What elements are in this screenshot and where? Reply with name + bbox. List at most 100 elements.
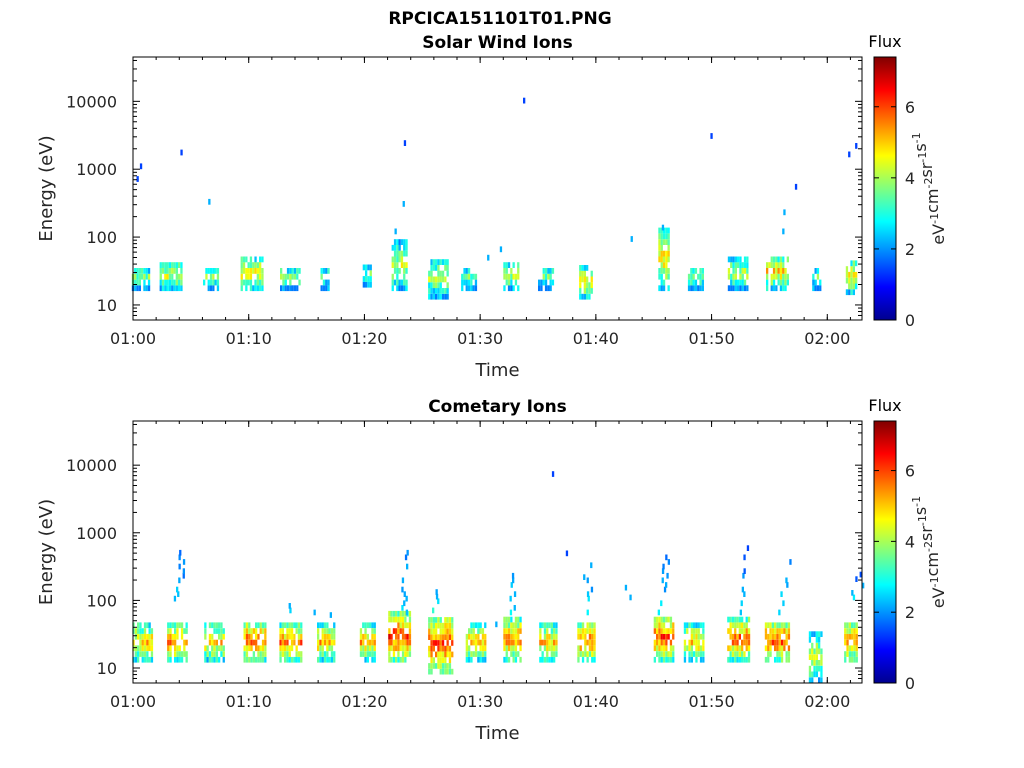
data-cell	[672, 651, 675, 657]
data-cell	[737, 256, 740, 263]
data-cell	[745, 645, 748, 652]
data-cell	[254, 262, 257, 268]
data-cell	[683, 645, 687, 652]
data-cell	[662, 233, 666, 240]
data-cell	[665, 227, 668, 234]
data-speck	[794, 183, 798, 190]
data-cell	[782, 285, 785, 292]
data-cell	[397, 628, 400, 634]
data-cell	[588, 651, 592, 657]
data-cell	[134, 628, 137, 634]
data-cell	[435, 282, 438, 289]
data-cell	[178, 645, 181, 652]
data-cell	[441, 628, 445, 635]
data-cell	[787, 622, 791, 629]
data-cell	[404, 651, 407, 657]
data-cell	[166, 285, 169, 292]
data-cell	[747, 651, 751, 657]
data-cell	[479, 628, 482, 634]
data-cell	[732, 256, 735, 263]
data-cell	[435, 651, 438, 658]
data-cell	[692, 268, 695, 274]
data-cell	[658, 633, 661, 640]
data-cell	[289, 273, 292, 280]
data-cell	[477, 633, 480, 640]
data-cell	[406, 651, 409, 657]
data-cell	[517, 285, 520, 292]
data-cell	[846, 633, 849, 640]
data-cell	[743, 285, 747, 292]
data-cell	[399, 622, 402, 629]
data-cell	[787, 656, 791, 663]
data-cell	[549, 268, 552, 274]
data-cell	[845, 271, 849, 278]
data-cell	[660, 227, 663, 234]
data-cell	[168, 273, 172, 280]
colorbar-title: Flux	[868, 396, 901, 415]
data-cell	[820, 631, 823, 637]
data-cell	[783, 622, 786, 629]
data-cell	[693, 622, 696, 629]
data-cell	[665, 273, 668, 280]
data-cell	[851, 656, 854, 663]
data-cell	[731, 656, 735, 663]
data-cell	[658, 639, 661, 646]
data-cell	[284, 656, 287, 663]
data-cell	[577, 645, 580, 652]
data-cell	[439, 622, 442, 629]
data-cell	[697, 639, 700, 646]
data-cell	[743, 268, 747, 274]
data-cell	[180, 285, 183, 292]
data-cell	[813, 671, 816, 678]
data-cell	[467, 268, 471, 274]
data-cell	[328, 645, 331, 652]
data-cell	[245, 273, 248, 280]
data-cell	[401, 577, 405, 584]
y-axis-label: Energy (eV)	[36, 135, 57, 241]
data-cell	[474, 285, 478, 292]
data-cell	[590, 586, 594, 593]
data-cell	[446, 293, 449, 300]
data-cell	[778, 622, 781, 629]
data-cell	[588, 282, 591, 289]
data-cell	[697, 285, 700, 292]
data-cell	[845, 289, 849, 296]
data-cell	[432, 628, 435, 635]
data-cell	[398, 268, 401, 274]
data-cell	[579, 622, 582, 629]
data-cell	[543, 645, 547, 652]
data-speck	[782, 228, 785, 235]
data-cell	[245, 656, 249, 663]
data-cell	[541, 639, 544, 646]
data-cell	[148, 628, 151, 634]
data-cell	[139, 622, 142, 629]
data-cell	[741, 628, 744, 634]
data-cell	[437, 598, 440, 605]
data-cell	[161, 279, 165, 286]
data-cell	[213, 622, 216, 629]
data-cell	[693, 639, 696, 646]
data-cell	[395, 633, 398, 640]
data-cell	[731, 639, 735, 646]
data-cell	[398, 256, 401, 263]
data-cell	[808, 665, 812, 672]
data-cell	[396, 239, 399, 245]
colorbar-tick-label: 2	[905, 240, 915, 259]
data-cell	[399, 656, 402, 663]
data-cell	[408, 616, 412, 623]
data-cell	[207, 285, 210, 292]
data-cell	[588, 628, 592, 634]
data-cell	[437, 265, 440, 271]
data-cell	[252, 651, 255, 657]
data-cell	[243, 628, 246, 634]
y-tick-label: 1000	[76, 524, 117, 543]
data-speck	[661, 224, 665, 231]
data-cell	[472, 285, 475, 292]
data-cell	[658, 244, 661, 251]
data-cell	[586, 577, 589, 584]
data-cell	[173, 262, 176, 268]
y-axis-label: Energy (eV)	[36, 499, 57, 605]
data-cell	[245, 622, 249, 629]
data-cell	[371, 633, 374, 640]
data-cell	[581, 276, 584, 283]
